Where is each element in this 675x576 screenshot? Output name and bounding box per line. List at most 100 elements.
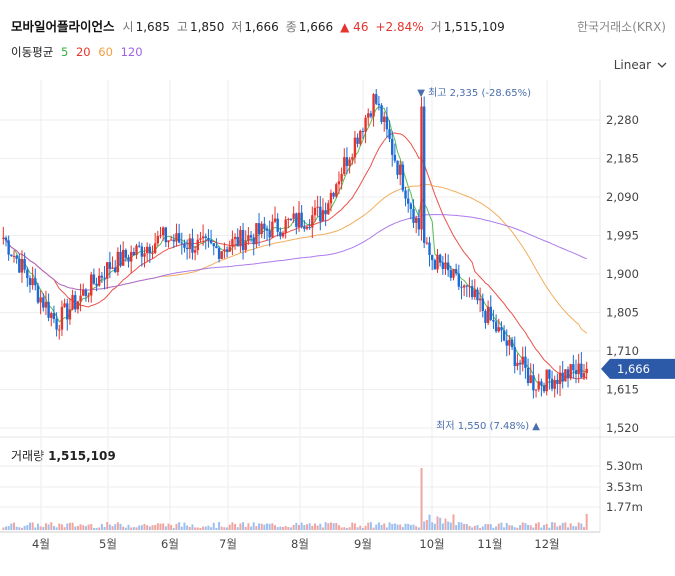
candle-body [508, 339, 511, 346]
candle-body [90, 274, 93, 296]
volume-bar [516, 527, 519, 530]
volume-bar [274, 525, 277, 530]
volume-bar [210, 527, 213, 530]
candle-body [524, 356, 527, 368]
volume-bar [47, 524, 50, 530]
volume-bar [20, 527, 23, 530]
candle-body [292, 213, 295, 219]
ma-120[interactable]: 120 [120, 45, 143, 59]
candle-body [172, 239, 176, 242]
scale-dropdown[interactable]: Linear [614, 58, 667, 72]
volume-bar [260, 523, 263, 530]
volume-bar [572, 525, 575, 530]
candle-body [74, 295, 77, 310]
candle-body [489, 306, 492, 320]
month-label: 6월 [161, 537, 179, 551]
candle-body [167, 240, 170, 243]
volume-bar [162, 523, 165, 530]
candle-body [255, 223, 258, 245]
candle-body [140, 246, 144, 257]
candle-body [295, 213, 298, 227]
volume-bar [505, 523, 508, 530]
volume-tick-label: 5.30m [606, 459, 643, 473]
volume-bar [351, 522, 354, 530]
candle-body [367, 113, 370, 118]
volume-bar [369, 522, 372, 530]
candle-body [422, 106, 426, 243]
volume-bar [535, 523, 538, 530]
candle-body [321, 210, 325, 222]
candle-body [454, 269, 458, 274]
candle-body [151, 252, 154, 254]
candle-body [116, 251, 120, 273]
candle-body [100, 275, 104, 278]
volume-bar [321, 527, 324, 530]
change-value: ▲ 46 [340, 20, 369, 34]
volume-bar [577, 522, 580, 530]
candle-body [143, 253, 146, 257]
volume-bar [356, 527, 359, 530]
volume-bar [194, 527, 197, 530]
ma-20[interactable]: 20 [75, 45, 91, 59]
candle-body [473, 289, 476, 297]
candle-body [79, 295, 82, 302]
candle-body [494, 321, 498, 332]
volume-bar [569, 523, 572, 530]
volume-bar [359, 525, 362, 530]
volume-bar [343, 527, 346, 530]
candle-body [10, 254, 13, 257]
volume-bar [564, 522, 567, 530]
candle-body [18, 258, 21, 273]
candle-body [63, 303, 66, 307]
candle-body [7, 240, 10, 255]
candle-body [233, 236, 237, 240]
candle-body [385, 116, 389, 130]
volume-bar [28, 522, 31, 530]
volume-bar [146, 525, 149, 530]
candle-body [319, 206, 322, 222]
volume-bar [127, 524, 130, 530]
volume-bar [337, 525, 340, 530]
volume-bar [311, 525, 314, 530]
candle-body [44, 302, 48, 308]
candle-body [284, 219, 287, 233]
volume-bar [431, 522, 434, 530]
candle-body [327, 203, 330, 215]
candle-body [399, 164, 402, 175]
volume-bar [140, 525, 143, 530]
volume-bar [340, 527, 343, 530]
volume-bar [455, 525, 458, 530]
candle-body [111, 267, 114, 269]
candle-body [404, 190, 407, 199]
volume-bar [449, 522, 452, 530]
volume-bar [407, 523, 410, 530]
volume-bar [31, 522, 34, 530]
candle-body [148, 246, 152, 254]
ma-60[interactable]: 60 [98, 45, 113, 59]
volume-bar [84, 526, 87, 530]
open-value: 1,685 [135, 20, 170, 34]
candle-body [308, 226, 311, 228]
stock-name[interactable]: 모바일어플라이언스 [11, 19, 115, 34]
candle-body [457, 273, 461, 287]
ma-5[interactable]: 5 [60, 45, 69, 59]
candle-body [564, 369, 567, 382]
close-value: 1,666 [298, 20, 334, 34]
volume-bar [481, 526, 484, 530]
candle-body [191, 238, 194, 253]
volume-bar [364, 525, 367, 530]
candle-body [332, 192, 335, 197]
volume-bar [236, 527, 239, 530]
month-label: 4월 [32, 537, 50, 551]
volume-bar [34, 527, 37, 530]
volume-bar [585, 514, 588, 530]
candle-body [87, 295, 90, 297]
volume-bar [372, 527, 375, 530]
candle-body [478, 298, 482, 301]
candle-body [465, 285, 469, 287]
volume-bar [399, 524, 402, 530]
volume-bar [412, 524, 415, 530]
volume-bar [383, 523, 386, 530]
volume-bar [380, 524, 383, 530]
